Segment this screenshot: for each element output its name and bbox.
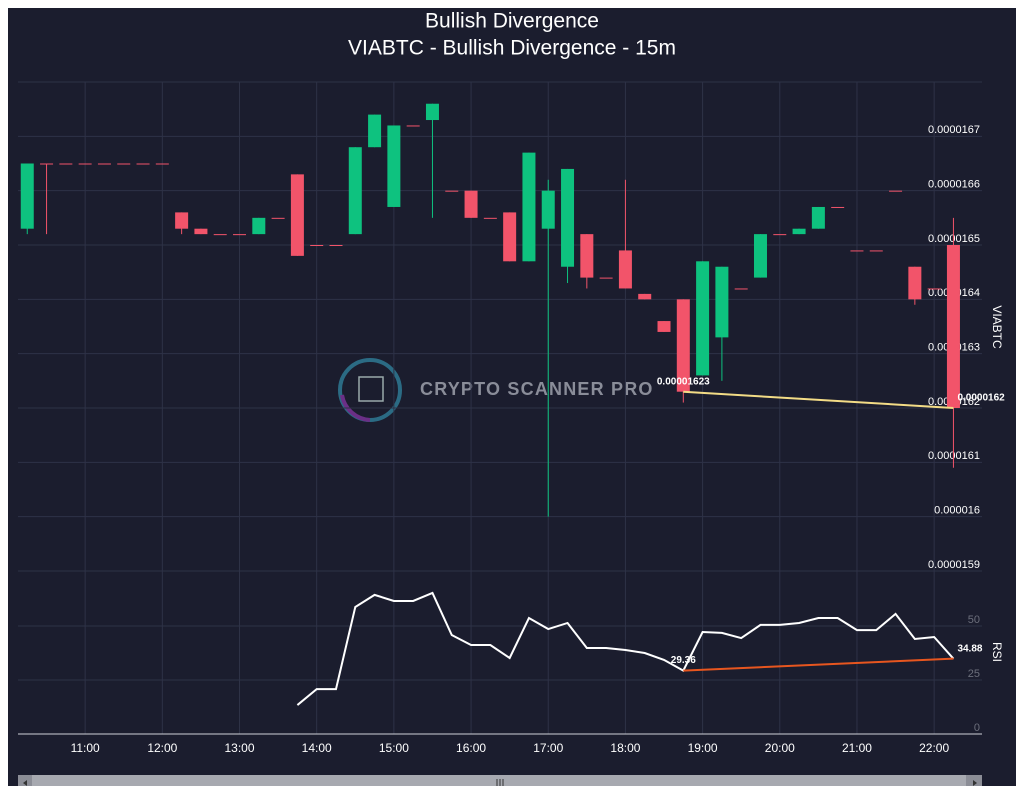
rsi-divergence-label: 34.88 [957,643,982,654]
x-tick-label: 11:00 [71,741,100,755]
chart-background [8,8,1016,786]
scrollbar-grip[interactable] [496,779,504,786]
candle-body [425,103,439,121]
y-tick-label: 0.0000161 [928,450,980,462]
candle-body [117,163,131,165]
candle-body [136,163,150,165]
x-tick-label: 17:00 [533,741,563,755]
rsi-tick-label: 25 [968,668,980,680]
candle-body [561,168,575,267]
candle-body [252,217,266,235]
candle-body [464,190,478,218]
candle-body [233,234,247,236]
candle-body [869,250,883,252]
x-tick-label: 18:00 [610,741,640,755]
candle-body [348,147,362,235]
candle-body [78,163,92,165]
candle-body [618,250,632,289]
scrollbar-thumb[interactable] [32,775,966,786]
scroll-right[interactable] [973,780,977,786]
candle-body [811,206,825,229]
candle-body [213,234,227,236]
candle-body [676,299,690,392]
candle-body [97,163,111,165]
candle-body [773,234,787,236]
x-tick-label: 21:00 [842,741,872,755]
x-tick-label: 20:00 [765,741,795,755]
candle-body [271,217,285,219]
candle-body [638,293,652,300]
candle-body [310,245,324,246]
candle-body [715,266,729,338]
candle-body [908,266,922,300]
candle-body [580,234,594,278]
candle-body [387,125,401,207]
scrollbar[interactable] [18,775,982,786]
y-tick-label: 0.000016 [934,505,980,517]
price-divergence-line [683,390,954,409]
watermark-logo [338,358,402,422]
watermark: CRYPTO SCANNER PRO [420,379,654,399]
chart-title: Bullish Divergence [425,10,599,33]
candle-body [175,212,189,229]
candle-body [368,114,382,148]
candle-body [406,125,420,127]
candle-body [831,206,845,208]
candle-body [329,245,343,246]
y-tick-label: 0.0000159 [928,559,980,571]
rsi-tick-label: 0 [974,722,980,734]
x-tick-label: 16:00 [456,741,486,755]
candle-body [734,288,748,290]
candle-body [927,288,941,290]
candle-body [522,152,536,262]
candle-body [194,228,208,235]
y-tick-label: 0.0000165 [928,233,980,245]
x-tick-label: 13:00 [224,741,254,755]
rsi-line [296,591,955,706]
candle-body [59,163,73,165]
y-axis-label: VIABTC [990,305,1004,349]
y-tick-label: 0.0000166 [928,179,980,191]
candle-body [946,245,960,408]
candle-body [155,163,169,165]
candle-body [445,190,459,192]
candle-body [696,261,710,376]
x-tick-label: 19:00 [688,741,718,755]
candle-body [792,228,806,235]
x-tick-label: 22:00 [919,741,949,755]
candle-body [889,190,903,192]
candle-body [599,277,613,279]
candle-body [541,190,555,229]
y-tick-label: 0.0000167 [928,124,980,136]
candle-body [290,174,304,256]
x-tick-label: 14:00 [302,741,332,755]
rsi-divergence-label: 29.36 [671,655,696,666]
x-tick-label: 15:00 [379,741,409,755]
price-divergence-label: 0.00001623 [657,376,710,387]
candle-body [503,212,517,262]
candle-body [657,321,671,332]
scroll-left[interactable] [23,780,27,786]
x-tick-label: 12:00 [147,741,177,755]
price-divergence-label: 0.0000162 [957,393,1005,404]
candle-body [753,234,767,278]
candle-body [20,163,34,229]
rsi-tick-label: 50 [968,614,980,626]
chart-subtitle: VIABTC - Bullish Divergence - 15m [348,37,676,60]
rsi-axis-label: RSI [990,642,1004,662]
candle-body [483,217,497,219]
candle-body [850,250,864,252]
rsi-divergence-line [683,657,954,672]
candle-body [40,163,54,165]
